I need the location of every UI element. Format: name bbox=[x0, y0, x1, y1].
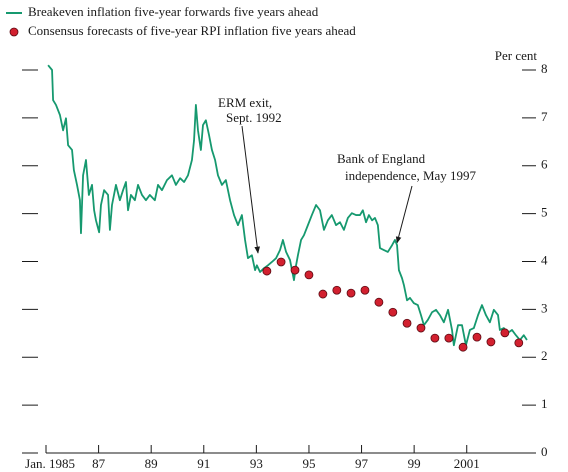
legend-label: Consensus forecasts of five-year RPI inf… bbox=[28, 23, 356, 38]
legend-label: Breakeven inflation five-year forwards f… bbox=[28, 4, 319, 19]
forecast-point bbox=[416, 323, 426, 333]
x-tick-label: 87 bbox=[92, 456, 106, 471]
forecast-point bbox=[276, 257, 286, 267]
x-tick-label: 2001 bbox=[454, 456, 480, 471]
forecast-point bbox=[388, 307, 398, 317]
forecast-point bbox=[402, 318, 412, 328]
annotation: ERM exit, bbox=[218, 95, 272, 110]
y-tick-label: 6 bbox=[541, 157, 548, 172]
forecast-point bbox=[472, 332, 482, 342]
x-tick-label: 91 bbox=[197, 456, 210, 471]
y-tick-label: 5 bbox=[541, 205, 548, 220]
forecast-point bbox=[486, 337, 496, 347]
y-tick-label: 8 bbox=[541, 61, 548, 76]
x-tick-label: 89 bbox=[145, 456, 158, 471]
annotation: Sept. 1992 bbox=[226, 110, 282, 125]
forecast-point bbox=[500, 328, 510, 338]
forecast-point bbox=[346, 288, 356, 298]
x-tick-label: 99 bbox=[408, 456, 421, 471]
legend-swatch bbox=[9, 27, 19, 37]
forecast-point bbox=[318, 289, 328, 299]
x-tick-label: 97 bbox=[355, 456, 369, 471]
x-tick-label: Jan. 1985 bbox=[25, 456, 75, 471]
y-tick-label: 0 bbox=[541, 444, 548, 459]
forecast-point bbox=[444, 333, 454, 343]
y-tick-label: 1 bbox=[541, 396, 548, 411]
forecast-point bbox=[332, 285, 342, 295]
forecast-point bbox=[304, 270, 314, 280]
forecast-point bbox=[458, 342, 468, 352]
forecast-point bbox=[514, 338, 524, 348]
y-axis-label: Per cent bbox=[495, 48, 538, 63]
x-tick-label: 93 bbox=[250, 456, 263, 471]
breakeven-line bbox=[47, 64, 528, 347]
y-tick-label: 2 bbox=[541, 348, 548, 363]
forecast-point bbox=[360, 285, 370, 295]
forecast-point bbox=[290, 265, 300, 275]
annotation: Bank of England bbox=[337, 151, 426, 166]
y-tick-label: 3 bbox=[541, 300, 548, 315]
forecast-point bbox=[374, 297, 384, 307]
annotation-arrow bbox=[241, 125, 260, 254]
x-tick-label: 95 bbox=[302, 456, 315, 471]
y-tick-label: 7 bbox=[541, 109, 548, 124]
annotation: independence, May 1997 bbox=[345, 168, 477, 183]
forecast-point bbox=[262, 266, 272, 276]
y-tick-label: 4 bbox=[541, 252, 548, 267]
forecast-point bbox=[430, 333, 440, 343]
annotation-arrow bbox=[395, 185, 413, 244]
